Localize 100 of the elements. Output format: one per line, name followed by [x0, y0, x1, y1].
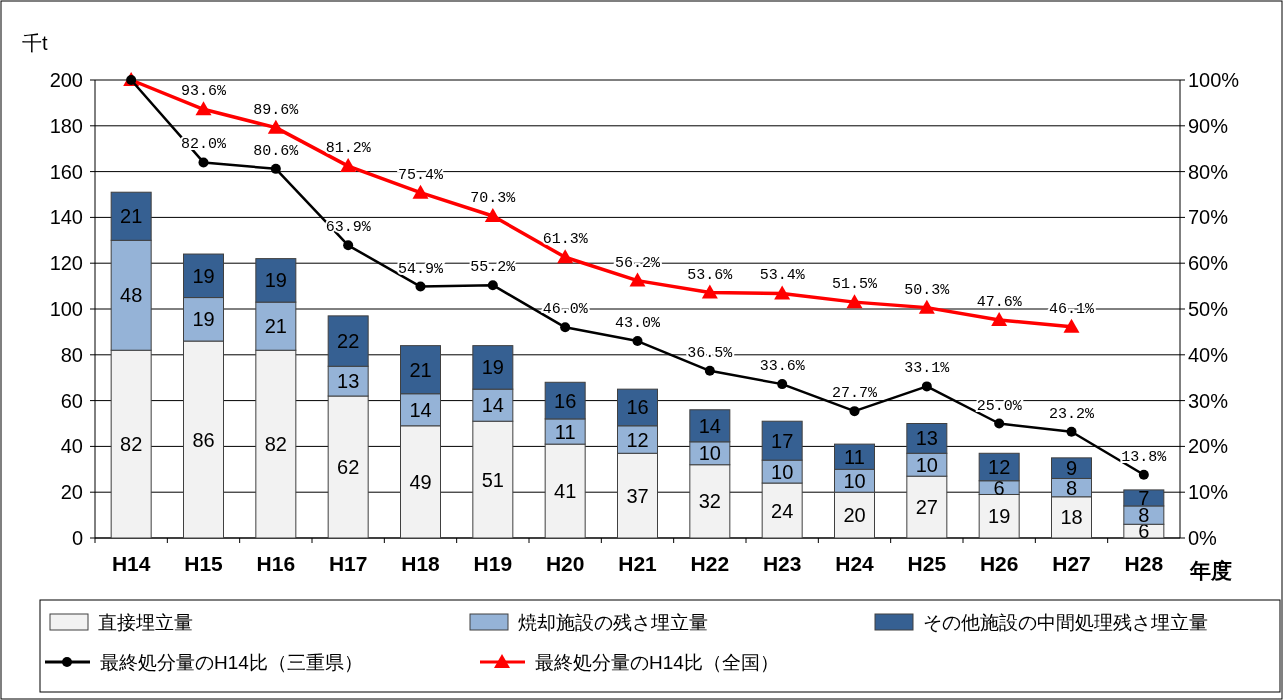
x-tick-label: H28 — [1124, 552, 1164, 575]
point — [994, 418, 1005, 429]
point — [560, 322, 571, 333]
y2-tick-label: 30% — [1188, 389, 1229, 412]
data-label: 19 — [264, 269, 287, 292]
point — [918, 299, 935, 314]
data-label: 47.6% — [976, 293, 1023, 311]
data-label: 11 — [844, 445, 865, 468]
data-label: 14 — [409, 398, 432, 421]
data-label: 55.2% — [470, 259, 517, 277]
y2-tick-label: 60% — [1188, 252, 1229, 275]
y-tick-label: 20 — [60, 481, 83, 504]
data-label: 16 — [554, 389, 577, 412]
data-label: 32 — [698, 490, 721, 513]
data-label: 80.6% — [253, 142, 300, 160]
data-label: 10 — [698, 442, 721, 465]
point — [921, 381, 932, 392]
point — [774, 285, 791, 300]
data-label: 14 — [481, 394, 504, 417]
data-label: 19 — [481, 356, 504, 379]
data-label: 23.2% — [1048, 405, 1095, 423]
data-label: 86 — [192, 428, 215, 451]
data-label: 22 — [337, 330, 360, 353]
legend-label: その他施設の中間処理残さ埋立量 — [923, 612, 1208, 633]
point — [991, 311, 1008, 326]
y-tick-label: 100 — [49, 298, 83, 320]
point — [267, 119, 284, 134]
x-tick-label: H21 — [618, 552, 658, 575]
y2-tick-label: 20% — [1188, 435, 1229, 458]
point — [1066, 426, 1077, 437]
data-label: 70.3% — [470, 190, 517, 208]
data-label: 18 — [1060, 506, 1083, 529]
y2-tick-label: 40% — [1188, 343, 1229, 366]
data-label: 46.0% — [542, 301, 589, 319]
legend-label: 直接埋立量 — [98, 612, 193, 633]
point — [412, 184, 429, 199]
x-tick-label: H14 — [111, 552, 151, 575]
y-axis-title: 千t — [22, 32, 48, 54]
point — [777, 379, 788, 390]
data-label: 17 — [771, 429, 794, 452]
data-label: 11 — [554, 420, 576, 443]
point — [198, 157, 209, 168]
data-label: 53.6% — [687, 266, 734, 284]
point — [415, 281, 426, 292]
y-tick-label: 140 — [49, 206, 83, 229]
data-label: 21 — [120, 205, 143, 228]
point — [270, 163, 281, 174]
data-label: 7 — [1138, 486, 1150, 509]
point — [846, 294, 863, 309]
data-label: 62 — [337, 456, 360, 479]
y2-tick-label: 100% — [1188, 69, 1240, 91]
point — [195, 101, 212, 116]
legend-label: 焼却施設の残さ埋立量 — [518, 612, 708, 633]
point — [340, 158, 357, 173]
data-label: 13 — [337, 370, 360, 393]
data-label: 24 — [771, 499, 794, 522]
x-axis-title: 年度 — [1189, 559, 1232, 582]
y-tick-label: 40 — [60, 435, 83, 458]
point — [632, 336, 643, 347]
data-label: 41 — [554, 480, 577, 503]
data-label: 89.6% — [253, 101, 300, 119]
data-label: 27 — [915, 496, 938, 519]
point — [704, 365, 715, 376]
point — [557, 249, 574, 264]
data-label: 6 — [993, 476, 1005, 499]
data-label: 51.5% — [831, 276, 878, 294]
data-label: 25.0% — [976, 397, 1023, 415]
data-label: 12 — [626, 428, 649, 451]
point — [343, 240, 354, 251]
point — [701, 284, 718, 299]
point — [484, 208, 501, 223]
data-label: 46.1% — [1048, 300, 1095, 318]
y-tick-label: 180 — [49, 114, 83, 137]
y-tick-label: 120 — [49, 252, 83, 275]
data-label: 21 — [409, 358, 432, 381]
data-label: 53.4% — [759, 267, 806, 285]
data-label: 10 — [843, 469, 866, 492]
y-tick-label: 0 — [71, 527, 83, 549]
y-tick-label: 160 — [49, 160, 83, 183]
data-label: 14 — [698, 414, 721, 437]
x-tick-label: H22 — [690, 552, 730, 575]
data-label: 37 — [626, 484, 649, 507]
x-tick-label: H24 — [835, 552, 875, 575]
x-tick-label: H25 — [907, 552, 947, 575]
data-label: 27.7% — [831, 385, 878, 403]
x-tick-label: H15 — [184, 552, 224, 575]
x-tick-label: H20 — [545, 552, 585, 575]
y2-tick-label: 10% — [1188, 481, 1229, 504]
y2-tick-label: 0% — [1188, 527, 1218, 549]
x-tick-label: H27 — [1052, 552, 1091, 575]
x-tick-label: H17 — [328, 552, 368, 575]
point — [1063, 318, 1080, 333]
x-tick-label: H26 — [979, 552, 1019, 575]
y-tick-label: 80 — [60, 343, 83, 366]
point — [1138, 469, 1149, 480]
data-label: 33.6% — [759, 358, 806, 376]
point — [487, 280, 498, 291]
data-label: 19 — [192, 264, 215, 287]
data-label: 16 — [626, 396, 649, 419]
data-label: 43.0% — [614, 315, 661, 333]
